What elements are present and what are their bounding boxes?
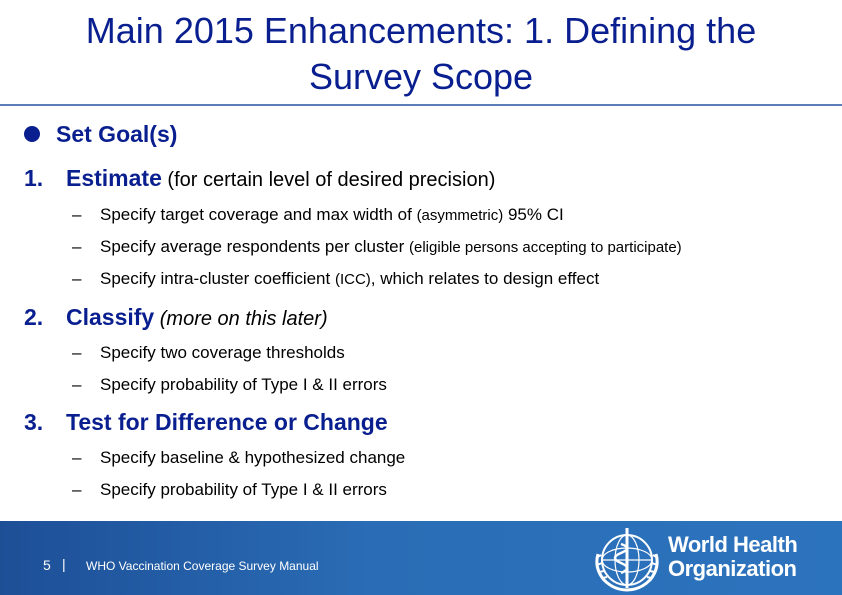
title-divider bbox=[0, 104, 842, 106]
sub-item: – Specify probability of Type I & II erro… bbox=[72, 480, 387, 500]
footer-bar bbox=[0, 521, 842, 595]
item-number: 1. bbox=[24, 165, 44, 191]
dash-marker: – bbox=[72, 205, 82, 224]
sub-item: – Specify target coverage and max width o… bbox=[72, 205, 564, 225]
who-wordmark: World Health Organization bbox=[668, 532, 798, 581]
dash-marker: – bbox=[72, 269, 82, 288]
item-note: (for certain level of desired precision) bbox=[161, 169, 496, 191]
footer-separator: | bbox=[62, 556, 66, 572]
dash-marker: – bbox=[72, 448, 82, 467]
slide-title-line1: Main 2015 Enhancements: 1. Defining the bbox=[85, 10, 757, 51]
sub-item-paren: (asymmetric) bbox=[416, 207, 504, 224]
sub-item-text: Specify target coverage and max width of bbox=[100, 205, 417, 224]
sub-item-text: Specify baseline & hypothesized change bbox=[100, 448, 406, 467]
sub-item-text: Specify intra-cluster coefficient bbox=[100, 269, 335, 288]
sub-item-text: Specify two coverage thresholds bbox=[100, 343, 345, 362]
item-number: 2. bbox=[24, 304, 44, 330]
who-emblem-icon bbox=[595, 528, 659, 592]
page-number: 5 bbox=[43, 557, 51, 573]
sub-item-text: Specify probability of Type I & II error… bbox=[100, 480, 387, 499]
sub-item: – Specify average respondents per cluster… bbox=[72, 237, 682, 257]
sub-item-paren: (ICC) bbox=[334, 271, 371, 288]
sub-item-tail: 95% CI bbox=[503, 205, 564, 224]
sub-item-tail: , which relates to design effect bbox=[370, 269, 600, 288]
who-wordmark-line1: World Health bbox=[668, 532, 798, 557]
item-test: 3. Test for Difference or Change bbox=[24, 409, 388, 436]
item-note: (more on this later) bbox=[154, 308, 328, 330]
item-label: Classify bbox=[66, 304, 155, 330]
item-label: Estimate bbox=[66, 165, 162, 191]
sub-item: – Specify intra-cluster coefficient (ICC)… bbox=[72, 269, 599, 289]
who-wordmark-line2: Organization bbox=[668, 556, 797, 581]
sub-item-text: Specify probability of Type I & II error… bbox=[100, 375, 387, 394]
sub-item-text: Specify average respondents per cluster bbox=[100, 237, 410, 256]
sub-item: – Specify probability of Type I & II erro… bbox=[72, 375, 387, 395]
slide-title-line2: Survey Scope bbox=[308, 56, 534, 97]
item-label: Test for Difference or Change bbox=[66, 409, 388, 435]
slide-title: Main 2015 Enhancements: 1. Defining the … bbox=[0, 8, 842, 100]
footer-manual-title: WHO Vaccination Coverage Survey Manual bbox=[86, 559, 319, 573]
item-estimate: 1. Estimate (for certain level of desired… bbox=[24, 165, 495, 192]
item-number: 3. bbox=[24, 409, 44, 435]
item-classify: 2. Classify (more on this later) bbox=[24, 304, 328, 331]
bullet-dot-icon bbox=[24, 125, 40, 142]
sub-item-paren: (eligible persons accepting to participa… bbox=[409, 239, 682, 256]
sub-item: – Specify two coverage thresholds bbox=[72, 343, 345, 363]
dash-marker: – bbox=[72, 343, 82, 362]
dash-marker: – bbox=[72, 480, 82, 499]
dash-marker: – bbox=[72, 237, 82, 256]
goal-bullet-item: Set Goal(s) bbox=[24, 121, 177, 148]
sub-item: – Specify baseline & hypothesized change bbox=[72, 448, 405, 468]
dash-marker: – bbox=[72, 375, 82, 394]
goal-label: Set Goal(s) bbox=[56, 121, 178, 147]
